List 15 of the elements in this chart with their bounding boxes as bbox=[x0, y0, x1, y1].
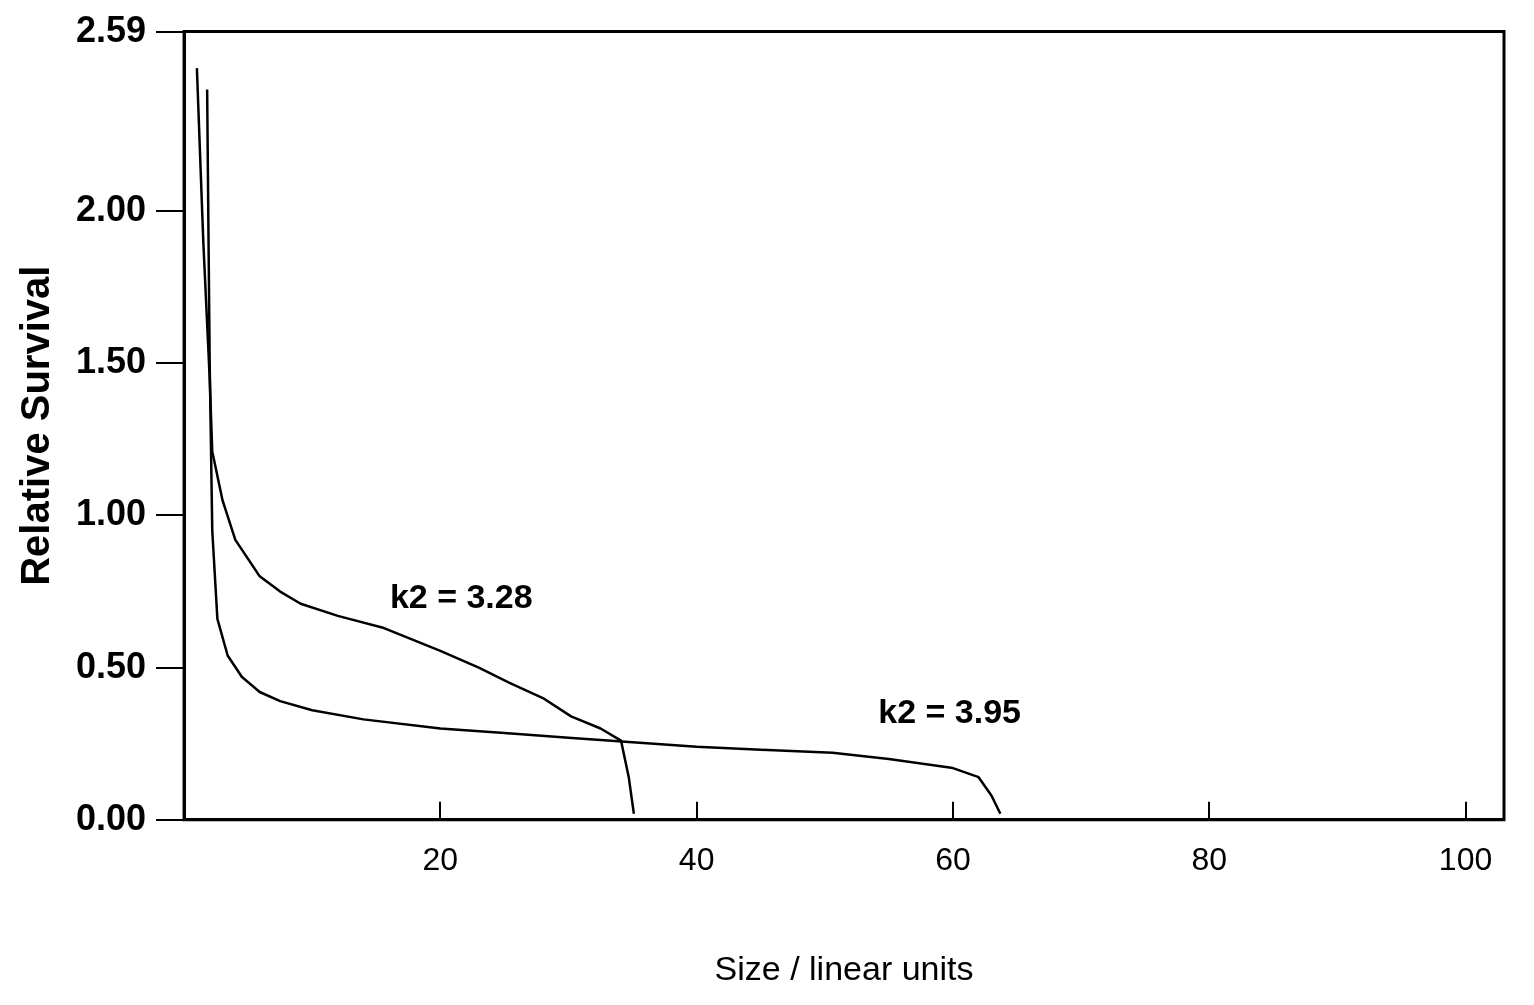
y-axis-title: Relative Survival bbox=[13, 265, 58, 586]
x-tick-label: 40 bbox=[678, 840, 715, 877]
y-tick-label: 2.00 bbox=[75, 188, 147, 230]
x-tick-label: 60 bbox=[935, 840, 971, 877]
y-tick-label: 2.59 bbox=[75, 8, 147, 50]
x-axis-title: Size / linear units bbox=[714, 948, 974, 987]
y-tick-label: 0.50 bbox=[75, 644, 147, 686]
y-tick-label: 1.00 bbox=[75, 492, 147, 534]
annotation: k2 = 3.28 bbox=[389, 577, 533, 616]
annotation: k2 = 3.95 bbox=[878, 691, 1021, 730]
x-tick-label: 80 bbox=[1191, 840, 1228, 877]
x-tick-label: 100 bbox=[1438, 840, 1493, 877]
x-tick-label: 20 bbox=[422, 840, 459, 877]
y-tick-label: 1.50 bbox=[75, 340, 147, 382]
y-tick-label: 0.00 bbox=[75, 796, 147, 838]
